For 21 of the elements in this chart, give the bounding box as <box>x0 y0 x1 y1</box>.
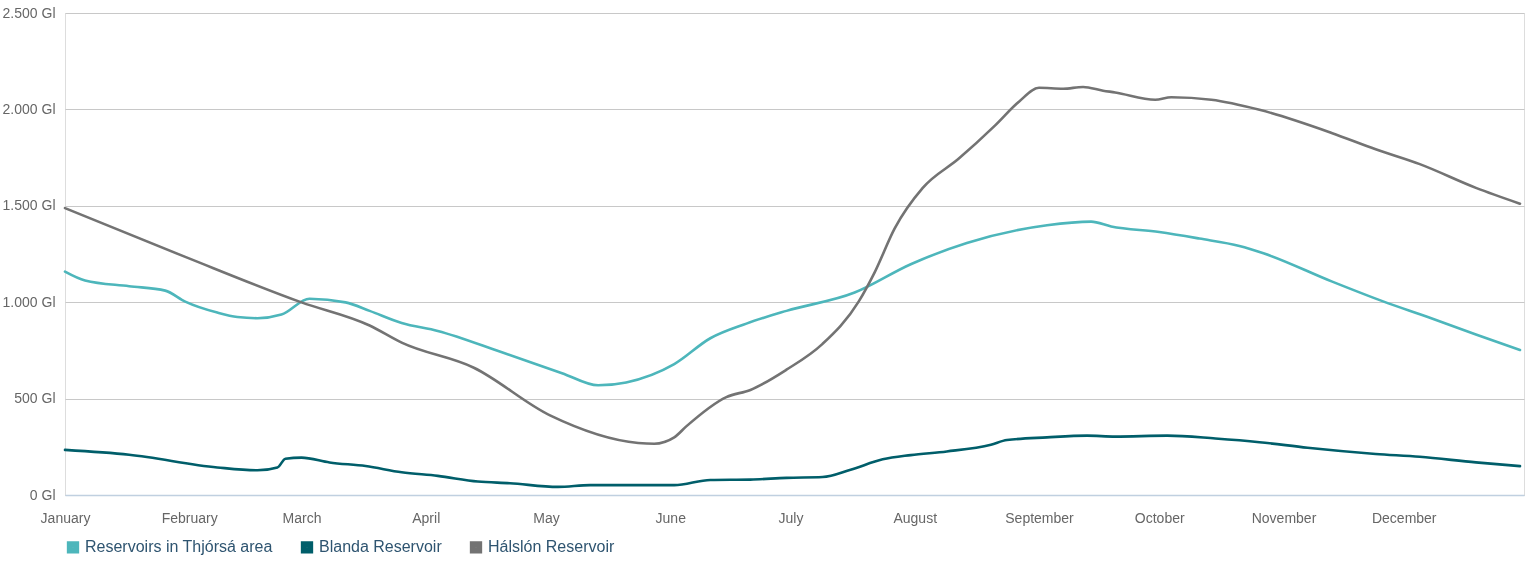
x-tick-label: June <box>655 509 687 526</box>
x-tick-label: January <box>40 509 91 526</box>
legend-label: Reservoirs in Thjórsá area <box>85 538 273 556</box>
x-tick-label: February <box>161 509 218 526</box>
y-tick-label: 2.500 Gl <box>2 4 56 21</box>
y-tick-label: 0 Gl <box>29 486 56 503</box>
x-tick-label: August <box>893 509 938 526</box>
y-tick-label: 2.000 Gl <box>2 100 56 117</box>
y-tick-label: 1.000 Gl <box>2 293 56 310</box>
x-tick-label: May <box>533 509 560 526</box>
x-tick-label: April <box>412 509 441 526</box>
legend-label: Hálslón Reservoir <box>488 538 615 556</box>
y-tick-label: 500 Gl <box>14 390 56 407</box>
legend-label: Blanda Reservoir <box>319 538 443 556</box>
y-tick-label: 1.500 Gl <box>2 197 56 214</box>
x-tick-label: July <box>778 509 804 526</box>
x-tick-label: March <box>282 509 322 526</box>
x-tick-label: October <box>1134 509 1185 526</box>
x-tick-label: November <box>1251 509 1317 526</box>
x-tick-label: September <box>1005 509 1075 526</box>
x-tick-label: December <box>1371 509 1437 526</box>
